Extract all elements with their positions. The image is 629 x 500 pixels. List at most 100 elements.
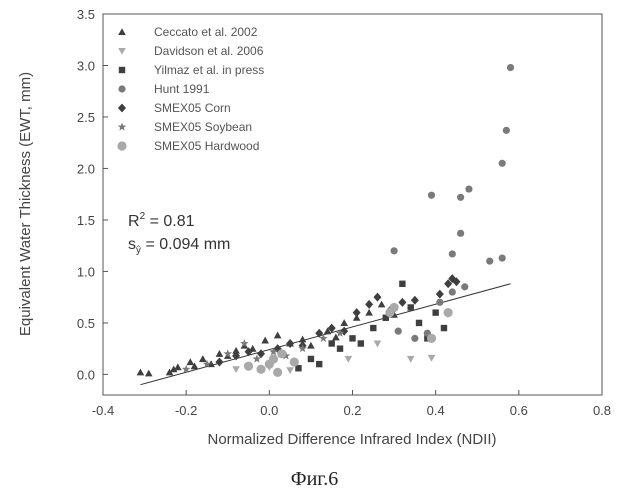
legend-marker [118, 47, 126, 55]
data-point [352, 313, 361, 321]
legend-item-label: Hunt 1991 [154, 82, 210, 96]
x-axis-title: Normalized Difference Infrared Index (ND… [208, 431, 497, 448]
data-point [202, 359, 212, 368]
data-point [349, 335, 356, 342]
legend-item-label: Yilmaz et al. in press [154, 63, 264, 77]
data-point [190, 362, 199, 370]
data-point [340, 319, 348, 326]
legend-marker [118, 28, 126, 36]
data-point [377, 300, 386, 308]
data-point [498, 254, 506, 262]
y-axis-title: Equivalent Water Thickness (EWT, mm) [17, 72, 34, 336]
data-point [286, 367, 294, 375]
data-point [289, 357, 299, 367]
data-point [165, 368, 174, 376]
y-axis-ticks: 0.0 0.5 1.0 1.5 2.0 2.5 3.0 3.5 [77, 7, 108, 382]
data-point [457, 193, 465, 201]
data-point [373, 340, 382, 348]
data-point [328, 340, 335, 347]
data-point [435, 289, 444, 299]
trend-line [140, 283, 511, 386]
data-point [399, 280, 406, 287]
data-point [207, 360, 215, 368]
data-point [307, 355, 315, 363]
data-point [406, 355, 415, 363]
data-point [411, 334, 419, 342]
data-point [232, 346, 240, 354]
x-tick-label: -0.4 [92, 403, 114, 418]
data-point [357, 340, 365, 347]
data-point [240, 339, 249, 348]
data-point [186, 358, 195, 366]
data-point [498, 159, 506, 167]
legend-marker [117, 122, 127, 131]
data-point [394, 327, 402, 335]
data-point [452, 277, 461, 287]
data-point [327, 323, 336, 333]
y-tick-label: 3.0 [77, 58, 95, 73]
data-point [465, 185, 473, 193]
data-point [232, 351, 241, 361]
data-point [432, 309, 439, 316]
data-point [298, 335, 307, 343]
svg-text:R2 = 0.81: R2 = 0.81 [128, 211, 195, 230]
data-point [319, 333, 328, 343]
s-annotation: sŷ = 0.094 mm [128, 236, 230, 256]
data-point [370, 324, 377, 332]
s-prefix: s [128, 236, 136, 253]
data-point [457, 229, 465, 237]
x-tick-label: 0.4 [427, 403, 445, 418]
svg-text:sŷ = 0.094 mm: sŷ = 0.094 mm [128, 236, 230, 256]
x-tick-label: 0.2 [343, 403, 361, 418]
plot-area: -0.4 -0.2 0.0 0.2 0.4 0.6 0.8 0.0 0.5 1.0 1.5 2.0 2… [77, 7, 611, 418]
scatter-chart: -0.4 -0.2 0.0 0.2 0.4 0.6 0.8 0.0 0.5 1.0 1.5 2.0 2… [17, 7, 611, 448]
data-point [352, 308, 361, 318]
legend-marker [118, 85, 126, 93]
data-point [215, 350, 224, 357]
y-tick-label: 0.0 [77, 367, 95, 382]
data-point [407, 304, 414, 311]
x-tick-label: 0.0 [260, 403, 278, 418]
r2-prefix: R [128, 213, 140, 230]
data-point [181, 364, 191, 373]
data-point [336, 345, 344, 352]
r2-value: = 0.81 [145, 213, 194, 230]
x-tick-label: 0.8 [593, 403, 611, 418]
data-point [316, 360, 323, 368]
data-point [256, 364, 266, 374]
data-point [427, 354, 436, 362]
data-point [427, 191, 436, 199]
data-point [295, 365, 302, 372]
data-point [269, 347, 278, 356]
data-point [323, 327, 332, 335]
legend-item-label: Ceccato et al. 2002 [154, 25, 258, 39]
x-tick-label: 0.6 [510, 403, 528, 418]
data-point [244, 347, 253, 357]
s-value: = 0.094 mm [141, 236, 230, 253]
data-point [426, 333, 437, 343]
data-point [502, 126, 510, 134]
y-tick-label: 0.5 [77, 316, 95, 331]
data-point [443, 308, 453, 318]
y-tick-label: 2.0 [77, 161, 95, 176]
data-point [223, 349, 233, 358]
data-point [243, 361, 254, 371]
data-point [436, 298, 444, 306]
x-tick-label: -0.2 [175, 403, 197, 418]
data-point [232, 366, 240, 374]
data-point [199, 355, 207, 362]
data-point [332, 333, 340, 341]
data-point [252, 354, 262, 363]
data-point [286, 339, 295, 349]
data-point [415, 319, 423, 327]
figure-caption: Фиг.6 [290, 468, 339, 490]
data-point [315, 328, 324, 338]
data-point [277, 349, 287, 359]
data-point [215, 357, 224, 367]
data-point [382, 314, 389, 321]
data-point [444, 279, 453, 289]
data-point [273, 331, 282, 339]
data-point [486, 257, 494, 265]
legend-item-label: SMEX05 Soybean [154, 120, 252, 134]
data-point [174, 363, 182, 371]
